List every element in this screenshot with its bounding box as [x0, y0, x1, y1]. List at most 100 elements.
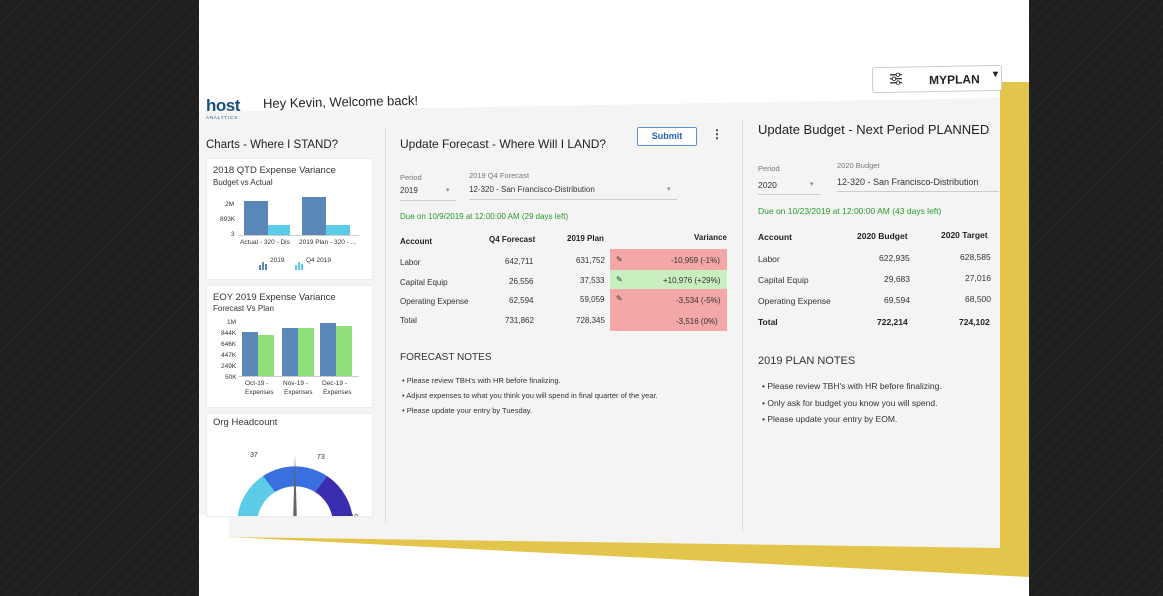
- myplan-label: MYPLAN: [928, 72, 980, 88]
- eoy-bar-nov-forecast: [282, 328, 298, 376]
- budget-entity-select[interactable]: 12-320 - San Francisco-Distribution: [837, 177, 999, 192]
- pin-icon: ✎: [616, 294, 623, 303]
- budget-title: Update Budget - Next Period PLANNED: [758, 122, 990, 137]
- budget-row-target: 68,500: [965, 294, 991, 304]
- forecast-row-plan: 59,059: [580, 295, 605, 304]
- forecast-period-value: 2019: [400, 186, 418, 195]
- budget-row-budget[interactable]: 29,683: [884, 274, 910, 284]
- forecast-header-q4: Q4 Forecast: [489, 235, 536, 244]
- forecast-row-plan: 631,752: [576, 256, 605, 265]
- app-stage: MYPLAN ▾ host ANALYTICS Hey Kevin, Welco…: [199, 0, 1029, 596]
- budget-notes-title: 2019 PLAN NOTES: [758, 355, 856, 367]
- eoy-bar-oct-forecast: [242, 332, 258, 376]
- eoy-tick-1: 1M: [227, 319, 237, 326]
- budget-row-target: 27,016: [965, 273, 991, 283]
- budget-row-account: Total: [758, 317, 778, 327]
- gauge-label-37: 37: [250, 452, 258, 459]
- submit-button[interactable]: Submit: [637, 127, 697, 146]
- variance-red-bg: [610, 249, 727, 331]
- qtd-bar-plan-q4: [326, 225, 350, 235]
- chevron-down-icon: ▾: [810, 181, 814, 188]
- qtd-tick-low: 3: [231, 231, 235, 238]
- forecast-row-account: Capital Equip: [400, 278, 448, 287]
- budget-row-account: Operating Expense: [758, 296, 831, 306]
- qtd-axis-line: [239, 235, 359, 236]
- forecast-period-label: Period: [400, 173, 422, 182]
- budget-entity-caption: 2020 Budget: [837, 161, 880, 170]
- headcount-title: Org Headcount: [213, 417, 278, 428]
- forecast-header-variance: Variance: [694, 233, 727, 242]
- charts-title: Charts - Where I STAND?: [206, 139, 339, 151]
- forecast-row-account: Labor: [400, 258, 421, 267]
- eoy-tick-6: 50K: [225, 374, 237, 381]
- budget-row-account: Labor: [758, 254, 780, 264]
- forecast-period-select[interactable]: 2019 ▾: [400, 186, 456, 201]
- eoy-bar-oct-plan: [258, 335, 274, 376]
- bar-chart-icon: [259, 257, 268, 275]
- forecast-entity-select[interactable]: 12-320 - San Francisco-Distribution ▾: [469, 185, 677, 200]
- forecast-note-item: • Please review TBH's with HR before fin…: [402, 376, 561, 385]
- forecast-due-text: Due on 10/9/2019 at 12:00:00 AM (29 days…: [400, 212, 569, 221]
- budget-row-budget: 722,214: [877, 317, 908, 327]
- forecast-entity-value: 12-320 - San Francisco-Distribution: [469, 185, 595, 194]
- forecast-header-account: Account: [400, 237, 432, 246]
- eoy-cat-nov: Nov-19 -: [283, 380, 308, 387]
- more-options-icon[interactable]: ⋮: [711, 127, 723, 141]
- qtd-tick-mid: 893K: [220, 216, 236, 223]
- forecast-note-item: • Please update your entry by Tuesday.: [402, 406, 533, 415]
- forecast-title: Update Forecast - Where Will I LAND?: [400, 137, 607, 151]
- qtd-bar-actual-q4: [268, 225, 290, 235]
- bar-chart-icon: [295, 257, 304, 275]
- pin-icon: ✎: [616, 255, 623, 264]
- forecast-row-q4[interactable]: 26,556: [509, 277, 534, 286]
- eoy-variance-card[interactable]: EOY 2019 Expense Variance Forecast Vs Pl…: [206, 285, 373, 408]
- org-headcount-card[interactable]: Org Headcount 37 73 110: [206, 413, 373, 517]
- eoy-cat-nov-sub: Expenses: [284, 389, 313, 396]
- budget-header-account: Account: [758, 232, 792, 242]
- variance-green-bg: [610, 270, 727, 289]
- forecast-row-q4[interactable]: 642,711: [505, 257, 534, 266]
- eoy-bar-nov-plan: [298, 328, 314, 376]
- eoy-bar-dec-forecast: [320, 323, 336, 376]
- forecast-row-account: Total: [400, 316, 417, 325]
- budget-header-budget: 2020 Budget: [857, 231, 908, 241]
- qtd-subtitle: Budget vs Actual: [213, 178, 273, 187]
- forecast-header-plan: 2019 Plan: [567, 234, 604, 243]
- headcount-gauge: [237, 454, 353, 516]
- budget-row-budget[interactable]: 69,594: [884, 295, 910, 305]
- qtd-variance-card[interactable]: 2018 QTD Expense Variance Budget vs Actu…: [206, 158, 373, 280]
- forecast-row-account: Operating Expense: [400, 297, 469, 306]
- forecast-row-variance: -3,516 (0%): [676, 317, 718, 326]
- forecast-row-plan: 728,345: [576, 316, 605, 325]
- budget-row-target: 628,585: [960, 252, 991, 262]
- forecast-row-variance: +10,976 (+29%): [663, 276, 721, 285]
- gauge-label-73: 73: [317, 454, 325, 461]
- budget-note-item: • Please review TBH's with HR before fin…: [762, 381, 942, 391]
- gauge-label-110: 110: [347, 514, 358, 516]
- chevron-down-icon: ▾: [992, 68, 999, 81]
- forecast-row-plan: 37,533: [580, 276, 605, 285]
- forecast-row-variance: -10,959 (-1%): [671, 256, 720, 265]
- eoy-tick-2: 844K: [221, 330, 237, 337]
- chevron-down-icon: ▾: [667, 186, 671, 193]
- host-analytics-logo: host ANALYTICS: [206, 96, 240, 120]
- qtd-tick-top: 2M: [225, 201, 235, 208]
- budget-header-target: 2020 Target: [941, 230, 988, 240]
- qtd-legend-2019: 2019: [270, 257, 285, 264]
- eoy-tick-3: 646K: [221, 341, 237, 348]
- forecast-notes-title: FORECAST NOTES: [400, 352, 492, 363]
- eoy-cat-dec: Dec-19 -: [322, 380, 347, 387]
- qtd-category-2: 2019 Plan - 320 - ...: [299, 239, 357, 246]
- budget-period-select[interactable]: 2020 ▾: [758, 180, 820, 195]
- eoy-cat-oct: Oct-19 -: [245, 380, 269, 387]
- column-divider-2: [742, 120, 743, 532]
- eoy-tick-4: 447K: [221, 352, 237, 359]
- forecast-row-q4[interactable]: 62,594: [509, 296, 534, 305]
- eoy-bar-dec-plan: [336, 326, 352, 376]
- welcome-message: Hey Kevin, Welcome back!: [262, 92, 419, 111]
- myplan-menu-button[interactable]: MYPLAN ▾: [871, 64, 1003, 94]
- budget-row-budget[interactable]: 622,935: [879, 253, 910, 263]
- forecast-row-q4: 731,862: [505, 316, 534, 325]
- eoy-cat-oct-sub: Expenses: [245, 389, 274, 396]
- sliders-icon: [889, 72, 903, 88]
